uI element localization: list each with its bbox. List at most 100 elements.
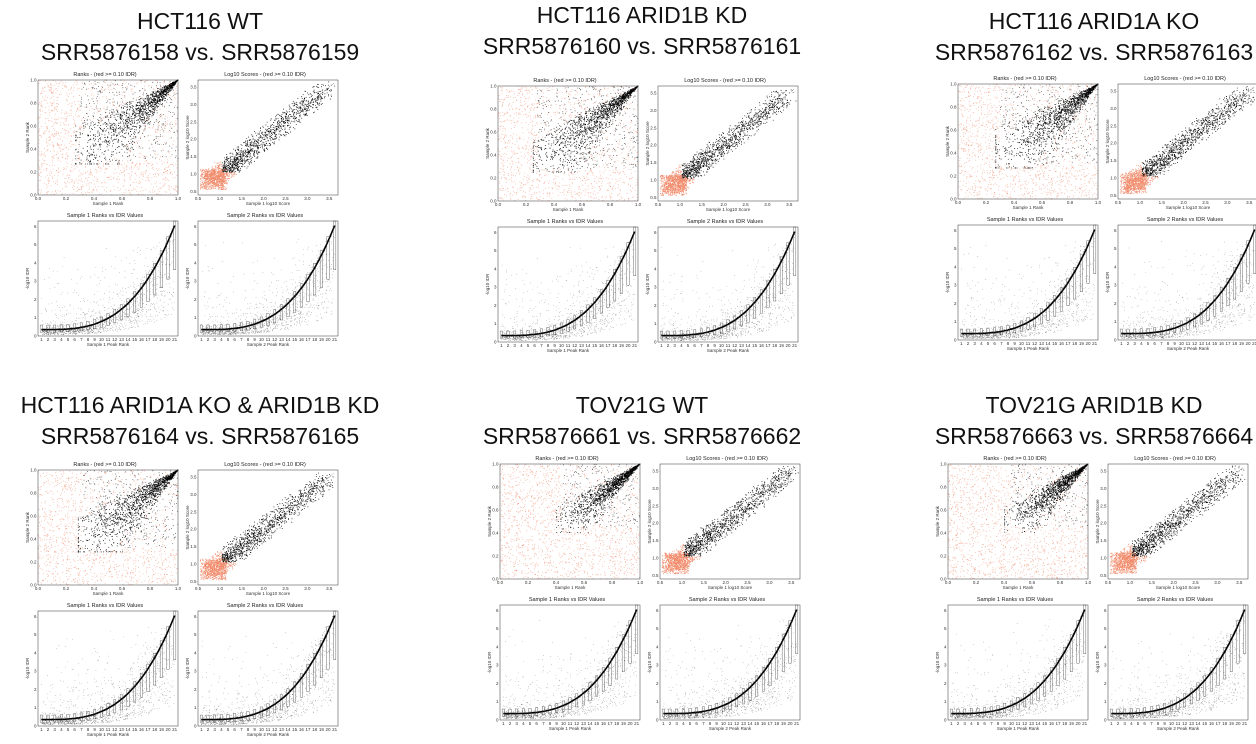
rank-point — [78, 157, 80, 159]
rank-point-pass — [157, 107, 158, 109]
score-point — [204, 170, 206, 172]
rank-point — [58, 171, 60, 173]
rank-point — [126, 102, 128, 104]
score-point — [215, 168, 217, 170]
rank-point — [39, 168, 41, 170]
rank-point — [91, 87, 93, 89]
score-point — [265, 128, 267, 130]
rank-point — [40, 153, 42, 155]
score-point — [240, 161, 242, 163]
rank-point-pass — [160, 90, 162, 92]
rank-point-pass — [75, 139, 77, 141]
rank-point — [111, 89, 113, 91]
rank-point — [62, 87, 64, 89]
score-point — [260, 130, 262, 132]
rank-point-pass — [123, 111, 125, 113]
rank-point — [46, 150, 48, 152]
rank-point-pass — [128, 113, 130, 115]
score-point — [267, 131, 269, 132]
rank-point — [120, 172, 122, 174]
score-point — [230, 172, 232, 173]
rank-point-pass — [160, 95, 162, 97]
rank-point — [97, 119, 99, 121]
rank-point — [84, 173, 86, 175]
rank-point-pass — [133, 109, 135, 111]
score-point — [285, 122, 286, 124]
rank-point-pass — [144, 111, 146, 112]
score-point — [328, 93, 330, 95]
rank-point — [148, 127, 150, 128]
rank-point-pass — [125, 123, 127, 125]
rank-point-pass — [150, 101, 151, 103]
rank-point — [159, 135, 161, 137]
rank-point — [93, 97, 94, 99]
rank-point-pass — [99, 137, 101, 139]
rank-point-pass — [129, 128, 131, 130]
rank-point — [79, 133, 81, 135]
rank-point — [70, 115, 72, 116]
rank-point-pass — [115, 127, 117, 129]
rank-point-pass — [136, 102, 138, 104]
score-point — [264, 145, 265, 147]
score-point — [294, 128, 296, 130]
score-point — [296, 101, 298, 103]
score-point — [251, 156, 253, 158]
rank-point — [176, 129, 178, 131]
rank-point-pass — [172, 85, 174, 87]
rank-point-pass — [113, 135, 115, 136]
rank-point — [130, 147, 132, 149]
score-point — [218, 185, 220, 187]
score-point — [245, 161, 247, 163]
rank-point-pass — [169, 88, 171, 90]
score-point — [241, 162, 243, 164]
rank-point-pass — [101, 133, 103, 135]
rank-point — [116, 159, 117, 161]
score-point — [245, 141, 246, 143]
rank-point-pass — [119, 131, 121, 133]
rank-point — [63, 167, 65, 169]
score-point — [276, 128, 278, 130]
score-point — [228, 163, 230, 165]
score-point — [237, 154, 239, 156]
rank-point — [79, 162, 81, 164]
score-point — [299, 107, 301, 109]
score-point — [200, 174, 202, 176]
score-point — [288, 111, 290, 113]
rank-point — [57, 122, 59, 124]
score-point — [301, 96, 303, 98]
score-point — [245, 149, 247, 151]
rank-point — [71, 102, 73, 104]
score-point — [305, 110, 307, 112]
rank-point — [159, 121, 160, 123]
rank-point — [145, 173, 147, 175]
score-point — [214, 171, 216, 173]
rank-point — [148, 180, 150, 182]
rank-point-pass — [94, 140, 96, 142]
score-point — [275, 118, 277, 120]
score-point — [201, 187, 202, 189]
rank-point — [136, 175, 138, 177]
rank-point — [151, 144, 153, 145]
rank-point — [91, 83, 92, 85]
tick-label: 0.0 — [35, 196, 42, 201]
rank-point — [67, 89, 69, 91]
rank-point-pass — [118, 127, 120, 129]
rank-point — [97, 91, 99, 93]
score-point — [292, 101, 294, 103]
rank-point — [77, 100, 79, 102]
rank-point-pass — [126, 106, 128, 108]
rank-point — [137, 82, 139, 84]
rank-point-pass — [103, 128, 105, 130]
score-point — [217, 175, 218, 177]
rank-point — [50, 97, 52, 99]
score-point — [316, 86, 318, 88]
rank-point — [74, 122, 75, 124]
rank-point-pass — [120, 125, 122, 127]
rank-point — [140, 152, 142, 154]
score-point — [249, 156, 250, 158]
score-point — [290, 122, 291, 124]
rank-point — [161, 150, 163, 152]
score-point — [280, 125, 282, 127]
score-point — [317, 91, 319, 93]
rank-point — [44, 122, 46, 124]
